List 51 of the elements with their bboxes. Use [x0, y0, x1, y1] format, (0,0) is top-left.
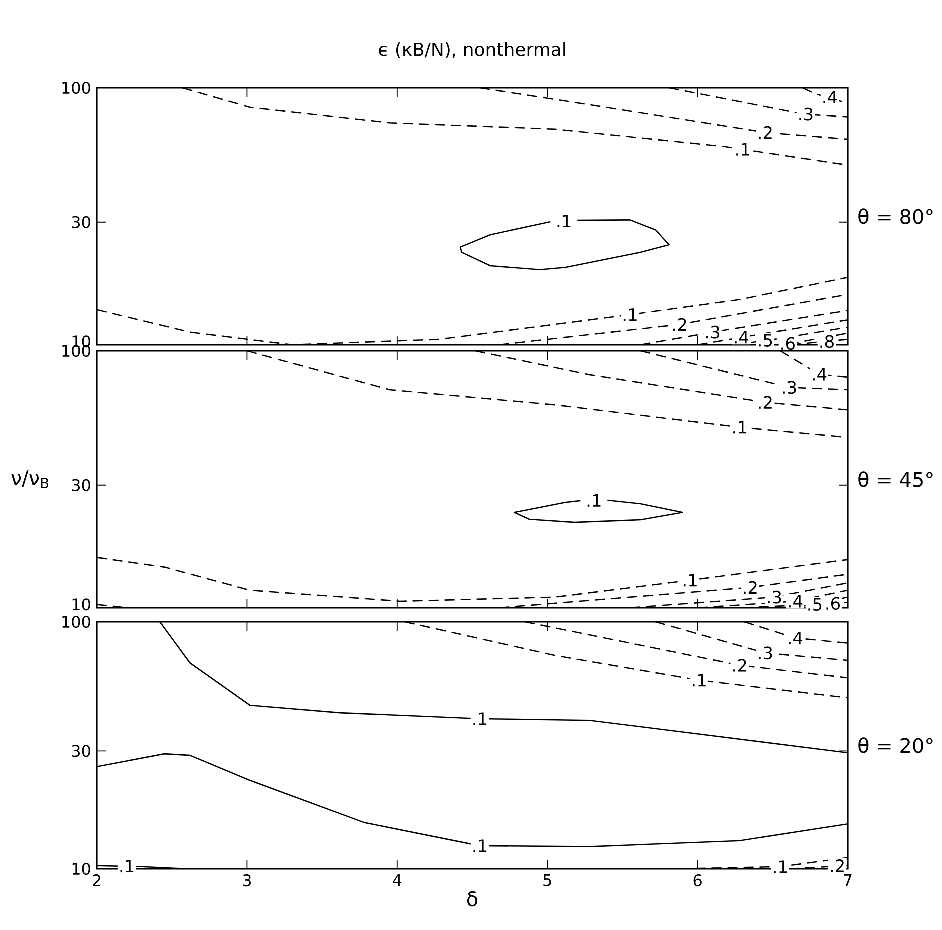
y-tick-label: 100 — [62, 616, 90, 628]
x-tick-label: 3 — [243, 874, 252, 887]
annotation: .1 — [558, 215, 571, 228]
annotation: .3 — [800, 108, 813, 121]
y-tick-label: 30 — [72, 479, 90, 492]
annotation: .2 — [759, 126, 772, 140]
annotation: .3 — [706, 326, 720, 339]
annotation: .1 — [734, 421, 746, 434]
annotation: .2 — [734, 659, 746, 672]
annotation: .4 — [824, 91, 838, 104]
annotation: .6 — [826, 597, 840, 610]
y-tick-label: 30 — [72, 216, 90, 228]
y2-axis-title: θ = 45° — [858, 472, 933, 488]
annotation: .1 — [774, 860, 787, 874]
y-tick-label: 10 — [72, 598, 90, 611]
annotation: .4 — [813, 368, 827, 381]
x-tick-label: 5 — [544, 874, 552, 886]
annotation: .2 — [744, 581, 757, 594]
y-axis-title: ν/ν$_{B}$ — [12, 470, 49, 488]
x-tick-label: 2 — [93, 874, 100, 886]
x-tick-label: 4 — [393, 874, 402, 886]
annotation: .5 — [759, 334, 772, 347]
annotation: .4 — [735, 331, 749, 344]
annotation: .1 — [120, 860, 134, 873]
annotation: .1 — [736, 143, 750, 156]
y-tick-label: 100 — [62, 82, 90, 94]
y-tick-label: 30 — [72, 745, 90, 758]
y2-axis-title: θ = 80° — [858, 208, 933, 224]
annotation: .2 — [673, 318, 686, 331]
x-axis-title: δ — [467, 892, 478, 907]
annotation: .6 — [782, 337, 795, 350]
annotation: .2 — [831, 860, 844, 872]
x-tick-label: 7 — [844, 874, 852, 886]
annotation: .4 — [789, 632, 803, 644]
annotation: .5 — [808, 598, 822, 612]
annotation: .4 — [789, 595, 803, 608]
annotation: .1 — [684, 574, 697, 587]
annotation: .1 — [474, 712, 487, 726]
annotation: .1 — [624, 308, 637, 322]
annotation: .3 — [768, 590, 782, 604]
y2-axis-title: θ = 20° — [858, 738, 933, 754]
chart-title: ϵ (κB/N), nonthermal — [379, 42, 566, 58]
annotation: .1 — [693, 674, 706, 687]
annotation: .8 — [820, 335, 834, 348]
y-tick-label: 10 — [72, 862, 90, 876]
annotation: .3 — [759, 646, 772, 660]
annotation: .1 — [474, 840, 487, 852]
annotation: .1 — [588, 494, 601, 507]
annotation: .2 — [759, 396, 772, 409]
annotation: .3 — [783, 381, 796, 394]
x-tick-label: 6 — [694, 874, 702, 887]
